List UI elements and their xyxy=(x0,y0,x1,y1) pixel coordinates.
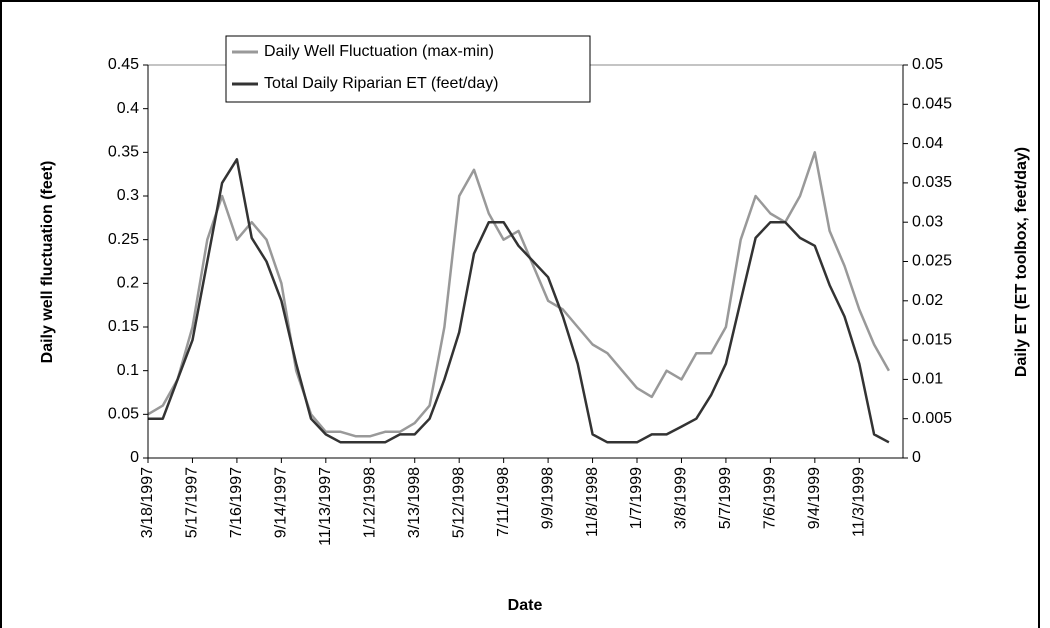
y2-tick-label: 0.05 xyxy=(912,56,943,73)
y-tick-label: 0.4 xyxy=(117,100,139,117)
y2-axis-title: Daily ET (ET toolbox, feet/day) xyxy=(1013,147,1030,377)
x-tick-label: 3/18/1997 xyxy=(139,467,156,538)
y2-tick-label: 0 xyxy=(912,449,921,466)
y2-tick-label: 0.045 xyxy=(912,96,952,113)
x-tick-label: 5/12/1998 xyxy=(450,467,467,538)
x-tick-label: 3/8/1999 xyxy=(673,467,690,529)
x-tick-label: 5/17/1997 xyxy=(184,467,201,538)
x-tick-label: 5/7/1999 xyxy=(717,467,734,529)
y2-tick-label: 0.01 xyxy=(912,371,943,388)
y2-tick-label: 0.03 xyxy=(912,213,943,230)
series-line xyxy=(148,158,890,444)
x-tick-label: 11/8/1998 xyxy=(584,467,601,537)
legend-label: Total Daily Riparian ET (feet/day) xyxy=(264,75,498,92)
y2-tick-label: 0.02 xyxy=(912,292,943,309)
y2-tick-label: 0.025 xyxy=(912,253,952,270)
y2-tick-label: 0.015 xyxy=(912,331,952,348)
y-tick-label: 0.1 xyxy=(117,362,139,379)
y-tick-label: 0.25 xyxy=(108,231,139,248)
y-tick-label: 0.15 xyxy=(108,318,139,335)
y2-tick-label: 0.035 xyxy=(912,174,952,191)
x-tick-label: 11/3/1999 xyxy=(851,467,868,537)
y2-tick-label: 0.005 xyxy=(912,410,952,427)
y-tick-label: 0.35 xyxy=(108,144,139,161)
legend-box xyxy=(225,35,591,103)
y-tick-label: 0.05 xyxy=(108,406,139,423)
y-tick-label: 0.2 xyxy=(117,275,139,292)
y-axis-title: Daily well fluctuation (feet) xyxy=(39,161,56,364)
x-tick-label: 9/4/1999 xyxy=(806,467,823,529)
x-tick-label: 7/11/1998 xyxy=(495,467,512,537)
x-tick-label: 9/9/1998 xyxy=(539,467,556,529)
x-tick-label: 1/12/1998 xyxy=(361,467,378,538)
x-tick-label: 1/7/1999 xyxy=(628,467,645,529)
y-tick-label: 0.45 xyxy=(108,56,139,73)
x-tick-label: 9/14/1997 xyxy=(273,467,290,538)
series-line xyxy=(147,151,890,438)
x-axis-title: Date xyxy=(508,597,543,614)
x-tick-label: 3/13/1998 xyxy=(406,467,423,538)
x-tick-label: 7/16/1997 xyxy=(228,467,245,538)
y-tick-label: 0.3 xyxy=(117,187,139,204)
legend-label: Daily Well Fluctuation (max-min) xyxy=(264,43,494,60)
y-tick-label: 0 xyxy=(130,449,139,466)
x-tick-label: 11/13/1997 xyxy=(317,467,334,546)
x-tick-label: 7/6/1999 xyxy=(762,467,779,529)
y2-tick-label: 0.04 xyxy=(912,135,943,152)
